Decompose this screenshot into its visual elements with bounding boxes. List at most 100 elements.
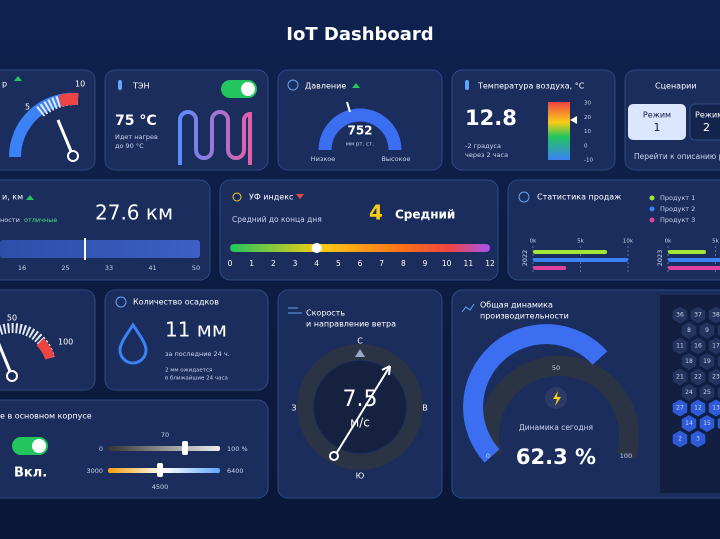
- wind-arrow: [335, 365, 391, 455]
- forecast: в ближайшие 24 часа: [165, 375, 228, 382]
- forecast: через 2 часа: [465, 151, 508, 159]
- hex-cell: [671, 429, 689, 449]
- legend-dot: [649, 217, 655, 223]
- pointer: [570, 116, 577, 124]
- legend-label: Продукт 1: [660, 194, 695, 202]
- hex-label: 16: [694, 343, 702, 350]
- hex-cell: [680, 382, 698, 403]
- icon: [518, 191, 530, 203]
- slider-max: 100 %: [227, 445, 248, 453]
- card-title: и, км: [2, 193, 23, 202]
- toggle-knob: [32, 439, 46, 453]
- hex-cell: [716, 416, 720, 431]
- slider-value: 70: [161, 431, 169, 439]
- scale-label: 1: [249, 259, 254, 268]
- heater-coil: [178, 110, 252, 165]
- slider-track: [108, 468, 220, 473]
- unit: м/с: [350, 416, 370, 430]
- slider-value: 4500: [152, 483, 169, 491]
- hex-label: 3: [696, 436, 700, 443]
- status: Идет нагрев: [115, 133, 158, 141]
- hex-label: 9: [705, 327, 709, 334]
- slider-thumb[interactable]: [157, 463, 163, 477]
- scale-label: 9: [423, 259, 428, 268]
- scale-label: 41: [148, 264, 156, 272]
- mode-number: 1: [654, 121, 661, 134]
- needle: [346, 101, 351, 113]
- year-label: 2023: [656, 250, 664, 267]
- hex-label: 2: [678, 436, 682, 443]
- hex-label: 22: [694, 374, 702, 381]
- tick: 100: [58, 338, 73, 347]
- hex-cell: [689, 367, 707, 387]
- bar: [533, 258, 628, 262]
- hex-cell: [671, 336, 689, 356]
- bar: [668, 250, 706, 254]
- icon: [288, 307, 302, 314]
- hex-cell: [689, 429, 707, 449]
- hex-label: 11: [676, 343, 684, 350]
- mode-number: 2: [703, 121, 710, 134]
- hex-cell: [698, 351, 716, 372]
- slider-thumb[interactable]: [182, 441, 188, 455]
- icon: [465, 80, 469, 90]
- hex-cell: [716, 385, 720, 400]
- gauge-track: [479, 355, 639, 459]
- tick: 5: [25, 103, 30, 112]
- trend-icon: [14, 76, 22, 81]
- hex-cell: [689, 336, 707, 356]
- hex-cell: [698, 382, 716, 403]
- value: 4: [369, 201, 383, 225]
- gauge-arc: [36, 338, 55, 360]
- scale-label: 30: [584, 101, 591, 107]
- value: 27.6 км: [95, 201, 173, 225]
- mode-button[interactable]: [689, 103, 720, 141]
- hex-cell: [707, 305, 720, 325]
- scale-label: 33: [105, 264, 113, 272]
- card-title: и направление ветра: [306, 320, 396, 329]
- color-scale: [548, 102, 570, 160]
- quality-prefix: ности: [0, 216, 20, 224]
- label: р: [2, 80, 7, 89]
- scale-label: 50: [192, 264, 200, 272]
- x-tick-label: 0k: [530, 239, 537, 245]
- mode-button[interactable]: [628, 104, 686, 140]
- lightning-icon: [553, 391, 561, 406]
- status: до 90 °С: [115, 142, 144, 150]
- mode-label: Режим: [643, 111, 671, 120]
- switch-label: Вкл.: [14, 466, 47, 481]
- value: 752: [347, 124, 372, 138]
- scale-label: 0: [584, 143, 588, 149]
- hex-label: 8: [687, 327, 691, 334]
- scale-label: 3: [293, 259, 298, 268]
- card: [219, 179, 499, 281]
- needle-hub: [67, 150, 79, 162]
- gauge-arc: [463, 324, 608, 463]
- card-title: УФ индекс: [249, 193, 293, 202]
- label: Низкое: [311, 155, 335, 163]
- direction: В: [422, 404, 428, 413]
- hex-cell: [716, 323, 720, 338]
- title: IoT Dashboard: [286, 24, 433, 45]
- hex-cell: [680, 320, 698, 341]
- forecast: 2 мм ожидается: [165, 368, 212, 374]
- bar: [668, 258, 720, 262]
- tick: 50: [552, 364, 560, 372]
- quality: отличные: [24, 216, 57, 224]
- link[interactable]: Перейти к описанию ре: [634, 152, 720, 161]
- value: 62.3 %: [516, 445, 596, 469]
- hex-label: 27: [676, 405, 684, 412]
- card-title: ТЭН: [132, 82, 150, 91]
- hex-label: 38: [712, 312, 720, 319]
- scale-label: 10: [584, 129, 591, 135]
- card-title: производительности: [480, 312, 569, 321]
- uv-bar: [230, 244, 490, 252]
- value: 75 °С: [115, 113, 157, 129]
- period: за последние 24 ч.: [165, 350, 230, 358]
- hex-label: 14: [685, 420, 693, 427]
- needle: [0, 342, 14, 377]
- compass-face: [314, 361, 406, 453]
- hex-cell: [689, 398, 707, 418]
- hex-label: 13: [712, 405, 720, 412]
- north-marker: [355, 349, 365, 357]
